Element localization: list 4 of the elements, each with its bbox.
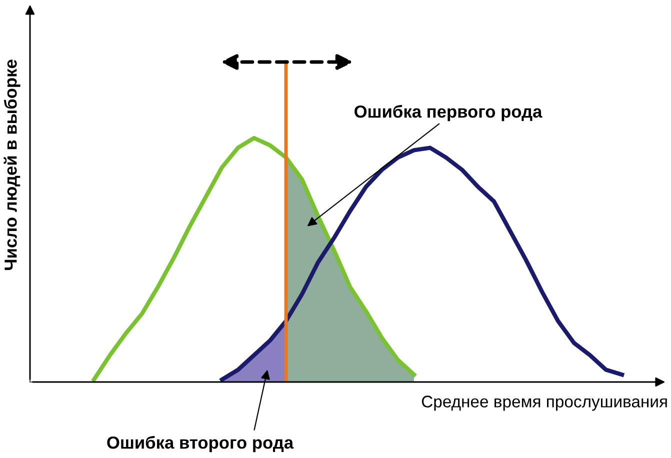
text: Ошибка первого рода — [354, 104, 542, 122]
y-axis-title: Число людей в выборке — [4, 60, 20, 270]
text: Ошибка второго рода — [107, 436, 294, 452]
x-axis-title: Среднее время прослушивания — [422, 396, 667, 411]
